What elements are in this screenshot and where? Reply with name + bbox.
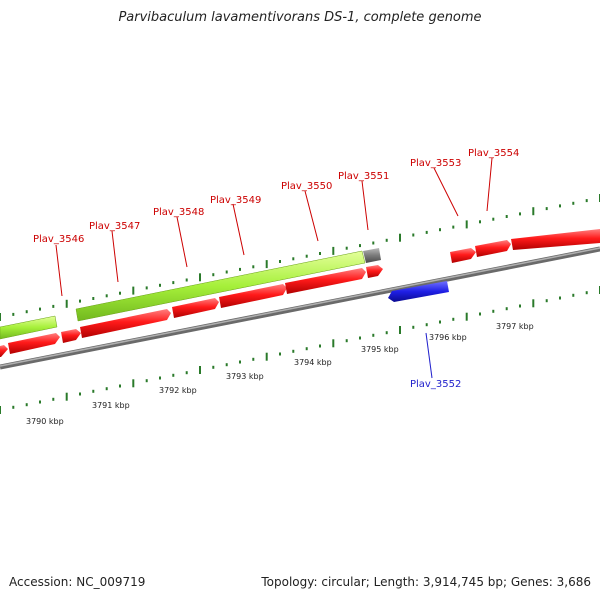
gray-region	[363, 248, 381, 263]
highlight-region-main	[75, 250, 366, 322]
leader-line	[486, 157, 493, 212]
leader-line	[111, 230, 119, 283]
forward-gene-arrow	[8, 333, 60, 354]
leader-line	[361, 180, 369, 231]
gene-label-forward: Plav_3548	[153, 207, 204, 218]
leader-line-reverse	[425, 332, 433, 379]
reverse-gene-arrow	[388, 281, 449, 302]
leader-line	[176, 216, 188, 268]
accession-label: Accession: NC_009719	[9, 575, 146, 589]
highlight-region-left	[0, 315, 58, 340]
genome-title: Parvibaculum lavamentivorans DS-1, compl…	[118, 10, 482, 25]
upper-tick-track	[0, 194, 600, 321]
forward-gene-arrow	[0, 345, 8, 357]
topology-label: Topology: circular; Length: 3,914,745 bp…	[261, 575, 591, 589]
forward-gene-arrow	[450, 248, 476, 263]
gene-label-forward: Plav_3549	[210, 195, 261, 206]
scale-label: 3796 kbp	[429, 333, 467, 342]
gene-label-forward: Plav_3550	[281, 181, 332, 192]
leader-line	[55, 244, 63, 297]
forward-gene-arrow	[366, 265, 383, 278]
gene-label-forward: Plav_3551	[338, 171, 389, 182]
forward-gene-arrow	[285, 268, 366, 294]
leader-line	[433, 167, 459, 217]
forward-gene-arrow	[172, 298, 219, 318]
forward-gene-arrow	[219, 284, 287, 308]
forward-gene-arrow	[61, 329, 81, 343]
gene-label-forward: Plav_3553	[410, 158, 461, 169]
scale-label: 3795 kbp	[361, 345, 399, 354]
genome-backbone	[0, 246, 600, 370]
scale-label: 3790 kbp	[26, 417, 64, 426]
gene-label-forward: Plav_3554	[468, 148, 519, 159]
leader-line	[304, 190, 319, 242]
forward-gene-arrow	[475, 240, 511, 257]
scale-label: 3792 kbp	[159, 386, 197, 395]
genome-backbone-highlight	[0, 247, 600, 367]
scale-label: 3793 kbp	[226, 372, 264, 381]
gene-label-reverse: Plav_3552	[410, 379, 461, 390]
lower-tick-track	[0, 286, 600, 414]
leader-line	[232, 203, 245, 256]
forward-gene-arrow	[80, 309, 171, 338]
scale-label: 3791 kbp	[92, 401, 130, 410]
scale-label: 3794 kbp	[294, 358, 332, 367]
gene-label-forward: Plav_3546	[33, 234, 84, 245]
forward-gene-arrow	[511, 229, 600, 250]
gene-label-forward: Plav_3547	[89, 221, 140, 232]
scale-label: 3797 kbp	[496, 322, 534, 331]
